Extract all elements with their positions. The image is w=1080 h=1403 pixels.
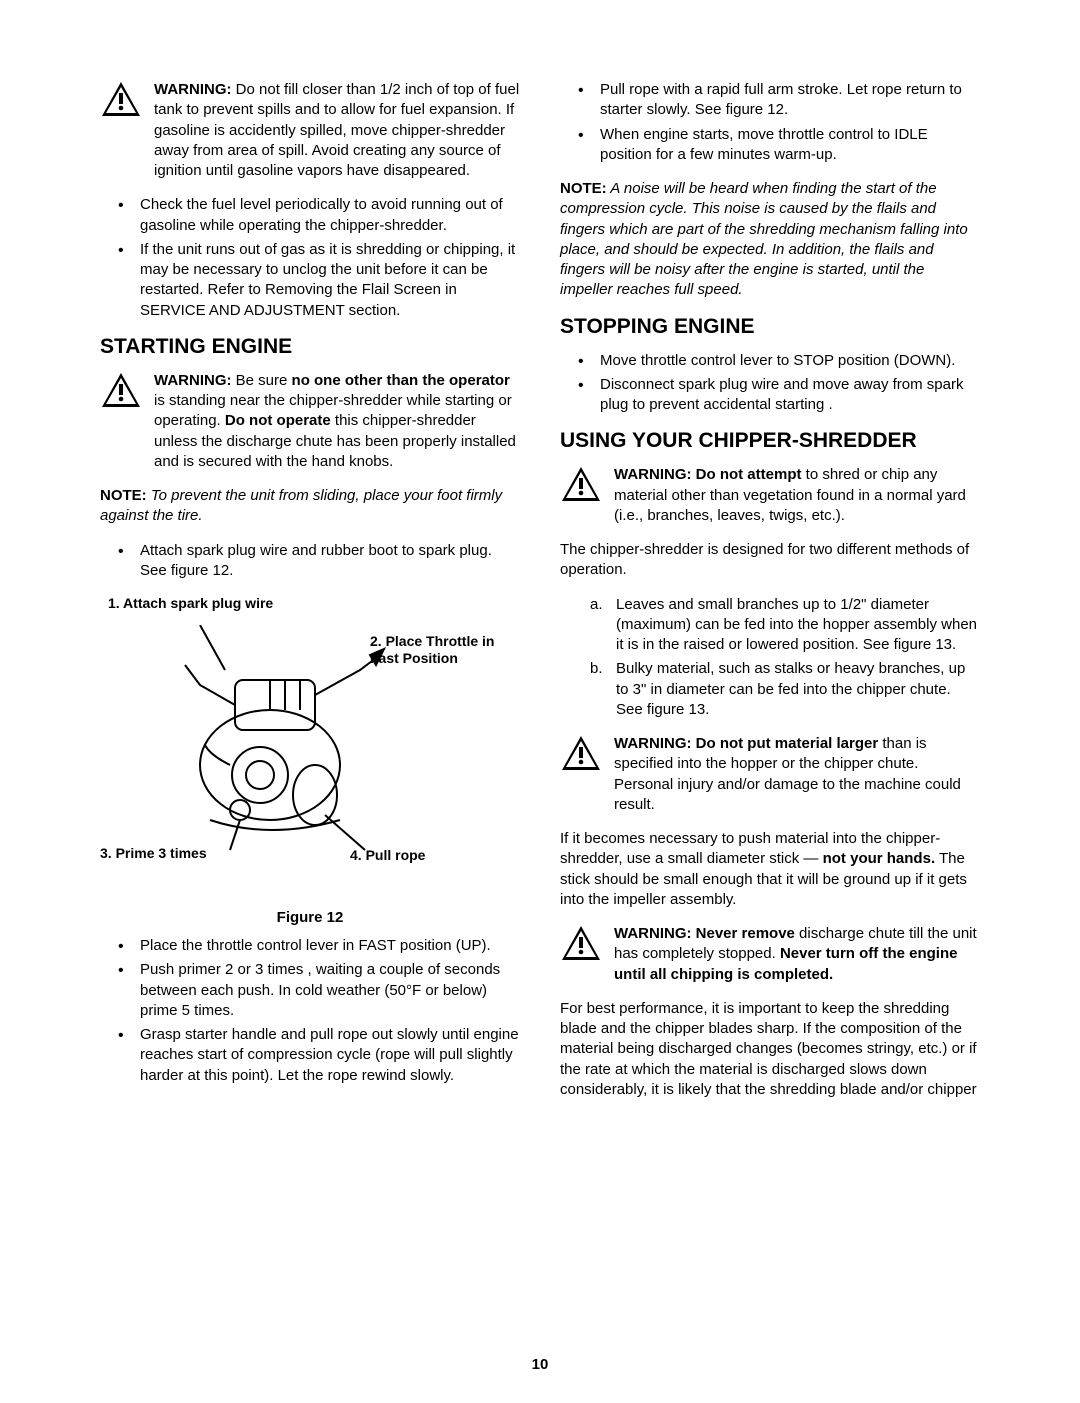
figure-label-2: 2. Place Throttle in Fast Position xyxy=(370,633,510,667)
paragraph-r2: If it becomes necessary to push material… xyxy=(560,829,980,910)
figure-label-1: 1. Attach spark plug wire xyxy=(108,595,273,612)
list-item: Attach spark plug wire and rubber boot t… xyxy=(100,541,520,582)
list-item: If the unit runs out of gas as it is shr… xyxy=(100,240,520,321)
bullet-list-2: Attach spark plug wire and rubber boot t… xyxy=(100,541,520,582)
figure-caption: Figure 12 xyxy=(100,909,520,926)
list-item: Pull rope with a rapid full arm stroke. … xyxy=(560,80,980,121)
note-1: NOTE: To prevent the unit from sliding, … xyxy=(100,486,520,527)
list-item: Grasp starter handle and pull rope out s… xyxy=(100,1025,520,1086)
page-columns: WARNING: Do not fill closer than 1/2 inc… xyxy=(100,80,980,1114)
bullet-list-1: Check the fuel level periodically to avo… xyxy=(100,195,520,321)
bullet-list-r1: Pull rope with a rapid full arm stroke. … xyxy=(560,80,980,165)
figure-12: 1. Attach spark plug wire 2. Place Throt… xyxy=(100,595,520,895)
paragraph-r3: For best performance, it is important to… xyxy=(560,999,980,1100)
warning-text-r3: WARNING: Never remove discharge chute ti… xyxy=(614,924,980,985)
warning-block-r3: WARNING: Never remove discharge chute ti… xyxy=(560,924,980,985)
list-item: Move throttle control lever to STOP posi… xyxy=(560,351,980,371)
warning-triangle-icon xyxy=(100,371,142,409)
warning-block-2: WARNING: Be sure no one other than the o… xyxy=(100,371,520,472)
page-number: 10 xyxy=(532,1356,549,1373)
bullet-list-r2: Move throttle control lever to STOP posi… xyxy=(560,351,980,416)
warning-triangle-icon xyxy=(560,924,602,962)
heading-using-chipper: USING YOUR CHIPPER-SHREDDER xyxy=(560,429,980,453)
warning-block-r1: WARNING: Do not attempt to shred or chip… xyxy=(560,465,980,526)
list-item: When engine starts, move throttle contro… xyxy=(560,125,980,166)
warning-text-1: WARNING: Do not fill closer than 1/2 inc… xyxy=(154,80,520,181)
warning-triangle-icon xyxy=(560,465,602,503)
list-item: a.Leaves and small branches up to 1/2" d… xyxy=(560,595,980,656)
engine-diagram-icon xyxy=(170,625,390,865)
list-item: Check the fuel level periodically to avo… xyxy=(100,195,520,236)
left-column: WARNING: Do not fill closer than 1/2 inc… xyxy=(100,80,520,1114)
paragraph-r1: The chipper-shredder is designed for two… xyxy=(560,540,980,581)
right-column: Pull rope with a rapid full arm stroke. … xyxy=(560,80,980,1114)
list-item: Push primer 2 or 3 times , waiting a cou… xyxy=(100,960,520,1021)
warning-triangle-icon xyxy=(100,80,142,118)
list-item: Place the throttle control lever in FAST… xyxy=(100,936,520,956)
heading-starting-engine: STARTING ENGINE xyxy=(100,335,520,359)
note-r1: NOTE: A noise will be heard when finding… xyxy=(560,179,980,301)
warning-text-r1: WARNING: Do not attempt to shred or chip… xyxy=(614,465,980,526)
warning-text-r2: WARNING: Do not put material larger than… xyxy=(614,734,980,815)
warning-block-r2: WARNING: Do not put material larger than… xyxy=(560,734,980,815)
lettered-list: a.Leaves and small branches up to 1/2" d… xyxy=(560,595,980,721)
bullet-list-3: Place the throttle control lever in FAST… xyxy=(100,936,520,1086)
warning-text-2: WARNING: Be sure no one other than the o… xyxy=(154,371,520,472)
list-item: b.Bulky material, such as stalks or heav… xyxy=(560,659,980,720)
list-item: Disconnect spark plug wire and move away… xyxy=(560,375,980,416)
heading-stopping-engine: STOPPING ENGINE xyxy=(560,315,980,339)
warning-block-1: WARNING: Do not fill closer than 1/2 inc… xyxy=(100,80,520,181)
warning-triangle-icon xyxy=(560,734,602,772)
